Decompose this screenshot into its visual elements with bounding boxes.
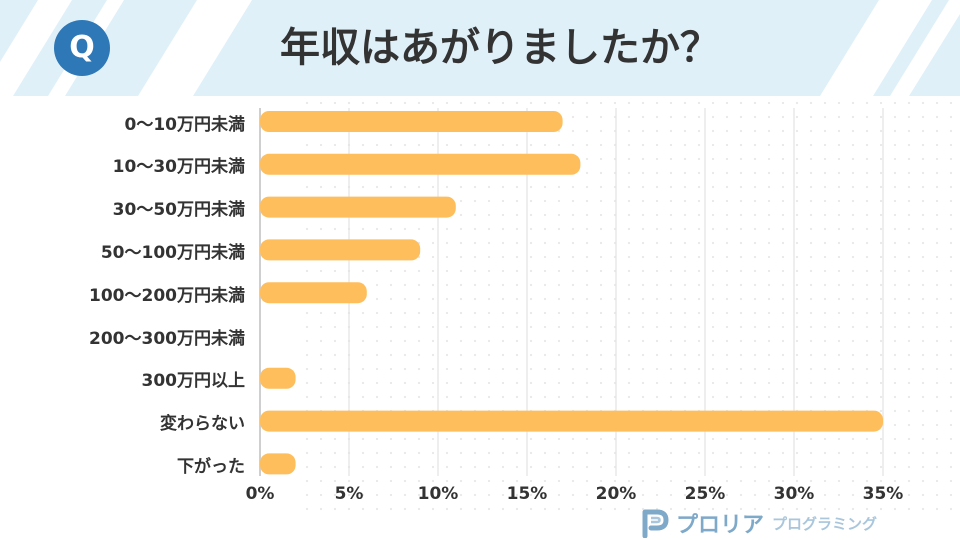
stripe bbox=[0, 0, 72, 96]
x-tick-label: 25% bbox=[684, 484, 726, 504]
bar bbox=[260, 153, 581, 175]
x-tick-label: 20% bbox=[595, 484, 637, 504]
header-banner: Q 年収はあがりましたか？ bbox=[0, 0, 960, 96]
proria-logo-icon bbox=[642, 509, 669, 538]
category-label: 50～100万円未満 bbox=[100, 242, 245, 263]
x-tick-label: 5% bbox=[334, 484, 364, 504]
stripe bbox=[890, 0, 960, 96]
brand-logo: プロリア プログラミング bbox=[640, 506, 877, 540]
brand-name: プロリア bbox=[676, 513, 765, 538]
x-tick-label: 30% bbox=[773, 484, 815, 504]
x-tick-label: 0% bbox=[245, 484, 275, 504]
bar bbox=[260, 453, 296, 475]
category-label: 30～50万円未満 bbox=[112, 200, 245, 221]
category-label: 0～10万円未満 bbox=[124, 114, 246, 135]
bar bbox=[260, 196, 456, 218]
category-label: 300万円以上 bbox=[141, 371, 246, 392]
brand-subtitle: プログラミング bbox=[772, 514, 878, 533]
bar bbox=[260, 239, 421, 261]
category-label: 100～200万円未満 bbox=[89, 285, 245, 306]
x-tick-label: 35% bbox=[862, 484, 904, 504]
bar bbox=[260, 111, 563, 132]
category-label: 下がった bbox=[177, 456, 245, 477]
bar bbox=[260, 410, 883, 432]
category-label: 10～30万円未満 bbox=[112, 157, 245, 178]
category-label: 200～300万円未満 bbox=[89, 328, 245, 349]
question-badge-icon: Q bbox=[54, 20, 110, 76]
x-tick-label: 10% bbox=[417, 484, 459, 504]
bar bbox=[260, 282, 367, 304]
stripe bbox=[820, 0, 932, 96]
category-label: 変わらない bbox=[160, 414, 245, 435]
page-title: 年収はあがりましたか？ bbox=[280, 25, 720, 71]
stripe bbox=[138, 0, 252, 96]
bar bbox=[260, 367, 296, 389]
x-tick-label: 15% bbox=[506, 484, 548, 504]
